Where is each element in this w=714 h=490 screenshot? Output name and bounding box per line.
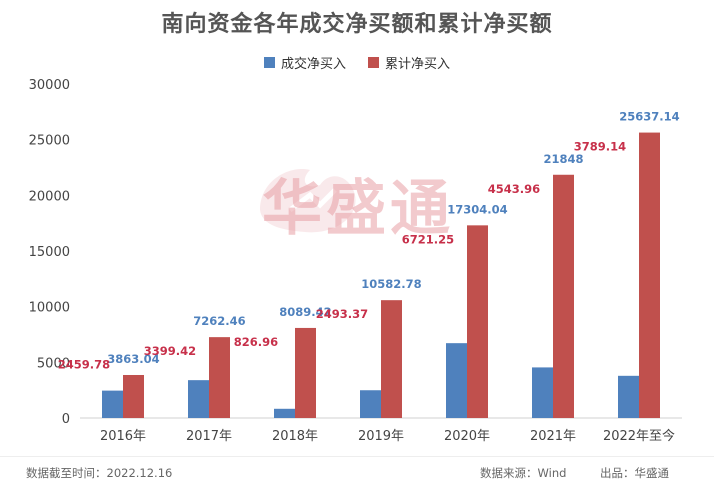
bar-net-buy	[532, 367, 553, 418]
legend-swatch-net-buy	[263, 57, 275, 68]
x-tick-label: 2016年	[100, 429, 146, 444]
legend-item-cumulative: 累计净买入	[368, 53, 450, 72]
data-label-net-buy: 2493.37	[316, 307, 368, 321]
x-tick-label: 2019年	[358, 429, 404, 444]
bar-cumulative	[209, 337, 230, 418]
x-tick-label: 2017年	[186, 429, 232, 444]
data-label-cumulative: 25637.14	[619, 110, 679, 124]
legend-item-net-buy: 成交净买入	[263, 53, 346, 72]
data-label-net-buy: 2459.78	[58, 358, 110, 372]
y-tick-label: 0	[62, 412, 70, 427]
y-tick-label: 5000	[37, 356, 70, 371]
y-tick-label: 20000	[29, 189, 70, 204]
x-tick-label: 2022年至今	[603, 428, 675, 444]
y-tick-label: 25000	[29, 134, 70, 149]
data-label-cumulative: 3863.04	[107, 352, 159, 366]
data-label-cumulative: 10582.78	[361, 277, 421, 291]
x-tick-label: 2021年	[530, 429, 576, 444]
legend: 成交净买入 累计净买入	[0, 53, 714, 72]
bar-net-buy	[188, 380, 209, 418]
data-label-net-buy: 4543.96	[488, 182, 540, 196]
watermark-text: 华盛通	[262, 174, 454, 244]
data-label-net-buy: 3789.14	[574, 140, 626, 154]
legend-label-net-buy: 成交净买入	[280, 57, 346, 72]
chart-title: 南向资金各年成交净买额和累计净买额	[161, 12, 553, 37]
x-tick-label: 2020年	[444, 429, 490, 444]
data-label-cumulative: 8089.42	[279, 305, 331, 319]
data-label-cumulative: 7262.46	[193, 314, 245, 328]
bar-cumulative	[123, 374, 144, 418]
y-tick-label: 30000	[29, 78, 70, 93]
bar-net-buy	[446, 343, 467, 418]
legend-swatch-cumulative	[368, 57, 379, 68]
bar-net-buy	[274, 408, 295, 418]
data-label-cumulative: 21848	[543, 152, 583, 166]
watermark-logo-icon	[260, 169, 356, 233]
bar-cumulative	[467, 225, 488, 418]
y-tick-label: 10000	[29, 301, 70, 316]
bar-cumulative	[639, 132, 660, 418]
bar-net-buy	[618, 375, 639, 418]
data-label-net-buy: 3399.42	[144, 344, 196, 358]
data-label-net-buy: 6721.25	[402, 232, 454, 246]
footer-divider	[0, 456, 714, 457]
bar-cumulative	[295, 327, 316, 418]
data-label-cumulative: 17304.04	[447, 202, 507, 216]
data-date-note: 数据截至时间：2022.12.16	[26, 466, 173, 480]
bar-cumulative	[553, 174, 574, 418]
publisher-note: 出品：华盛通	[600, 466, 669, 480]
data-source-note: 数据来源：Wind	[480, 466, 567, 480]
bar-cumulative	[381, 300, 402, 418]
x-tick-label: 2018年	[272, 429, 318, 444]
data-label-net-buy: 826.96	[234, 335, 278, 349]
y-tick-label: 15000	[29, 245, 70, 260]
bar-net-buy	[102, 390, 123, 418]
bar-net-buy	[360, 390, 381, 418]
legend-label-cumulative: 累计净买入	[385, 57, 451, 72]
